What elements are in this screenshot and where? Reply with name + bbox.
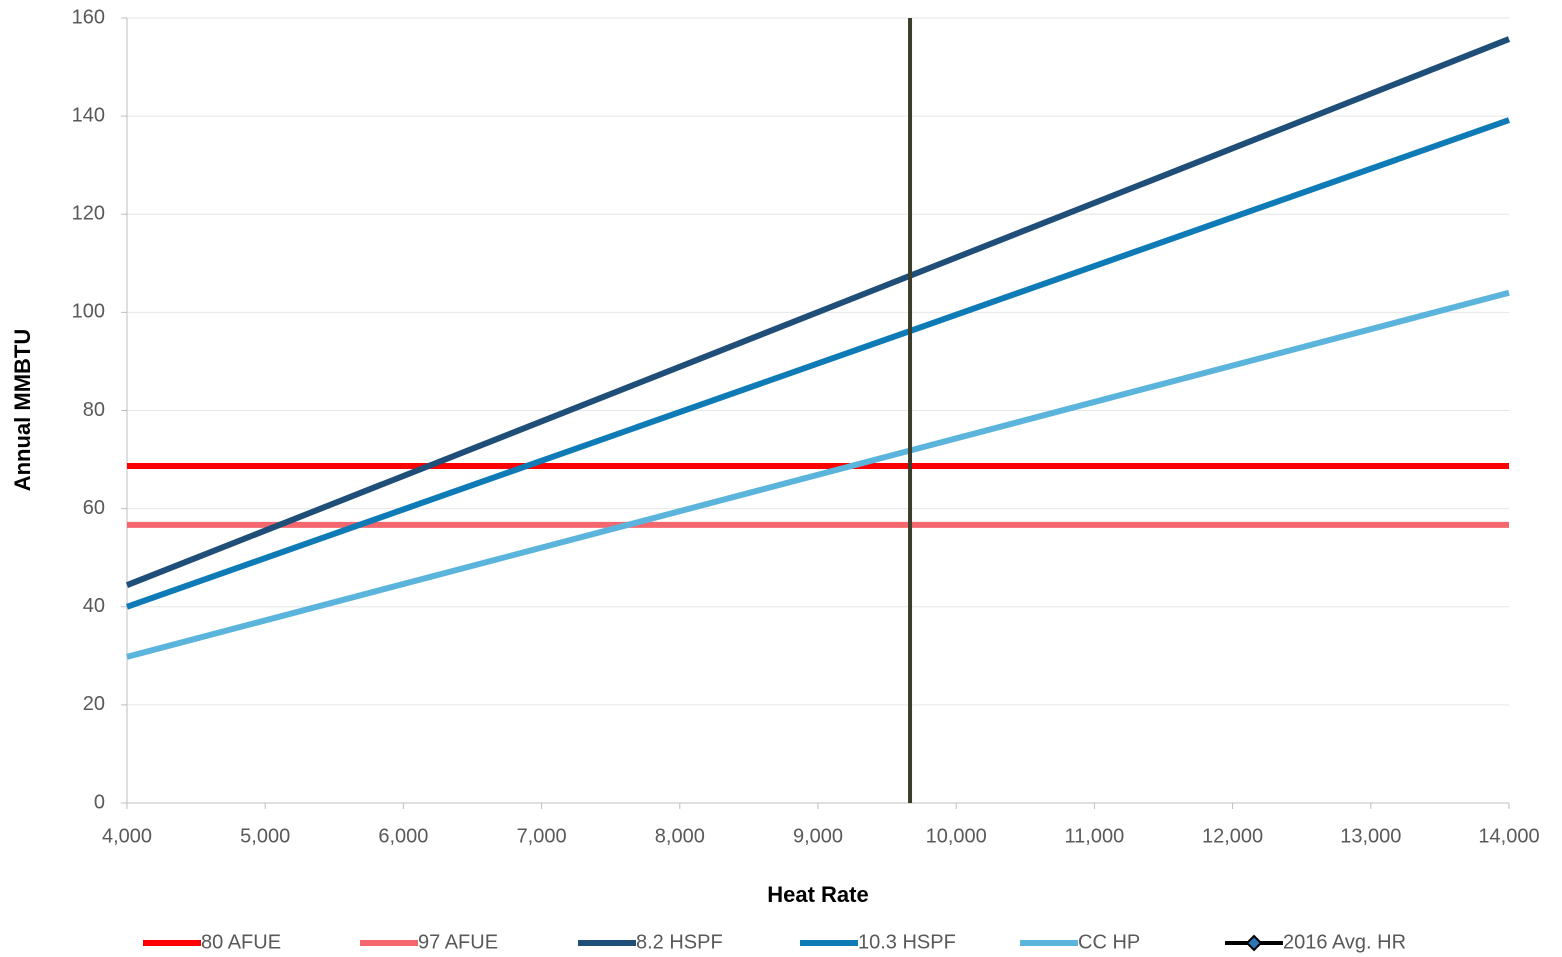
y-tick-label: 160 bbox=[72, 6, 105, 28]
y-tick-label: 80 bbox=[83, 399, 105, 421]
x-tick-label: 14,000 bbox=[1478, 825, 1539, 847]
legend-label: 80 AFUE bbox=[201, 931, 281, 953]
series-line bbox=[126, 289, 1510, 660]
legend-label: 10.3 HSPF bbox=[858, 931, 956, 953]
x-tick-label: 4,000 bbox=[102, 825, 152, 847]
x-tick-label: 7,000 bbox=[517, 825, 567, 847]
series-line bbox=[126, 117, 1510, 610]
x-tick-label: 8,000 bbox=[655, 825, 705, 847]
y-tick-label: 120 bbox=[72, 203, 105, 225]
legend-label: CC HP bbox=[1078, 931, 1140, 953]
x-tick-label: 9,000 bbox=[793, 825, 843, 847]
legend-label: 97 AFUE bbox=[418, 931, 498, 953]
legend-marker bbox=[1245, 934, 1263, 952]
x-tick-label: 11,000 bbox=[1065, 825, 1125, 847]
x-tick-label: 6,000 bbox=[378, 825, 428, 847]
x-tick-label: 13,000 bbox=[1340, 825, 1401, 847]
series-line bbox=[125, 36, 1511, 588]
legend-label: 2016 Avg. HR bbox=[1283, 931, 1406, 953]
y-tick-label: 0 bbox=[94, 791, 105, 813]
y-tick-label: 60 bbox=[83, 497, 105, 519]
y-tick-label: 20 bbox=[83, 693, 105, 715]
y-tick-label: 40 bbox=[83, 595, 105, 617]
y-tick-label: 140 bbox=[72, 104, 105, 126]
legend-label: 8.2 HSPF bbox=[636, 931, 723, 953]
x-tick-label: 10,000 bbox=[926, 825, 987, 847]
y-axis-label: Annual MMBTU bbox=[10, 329, 35, 492]
x-tick-label: 5,000 bbox=[240, 825, 290, 847]
y-tick-label: 100 bbox=[72, 301, 105, 323]
x-axis-label: Heat Rate bbox=[767, 882, 868, 907]
x-tick-label: 12,000 bbox=[1202, 825, 1263, 847]
